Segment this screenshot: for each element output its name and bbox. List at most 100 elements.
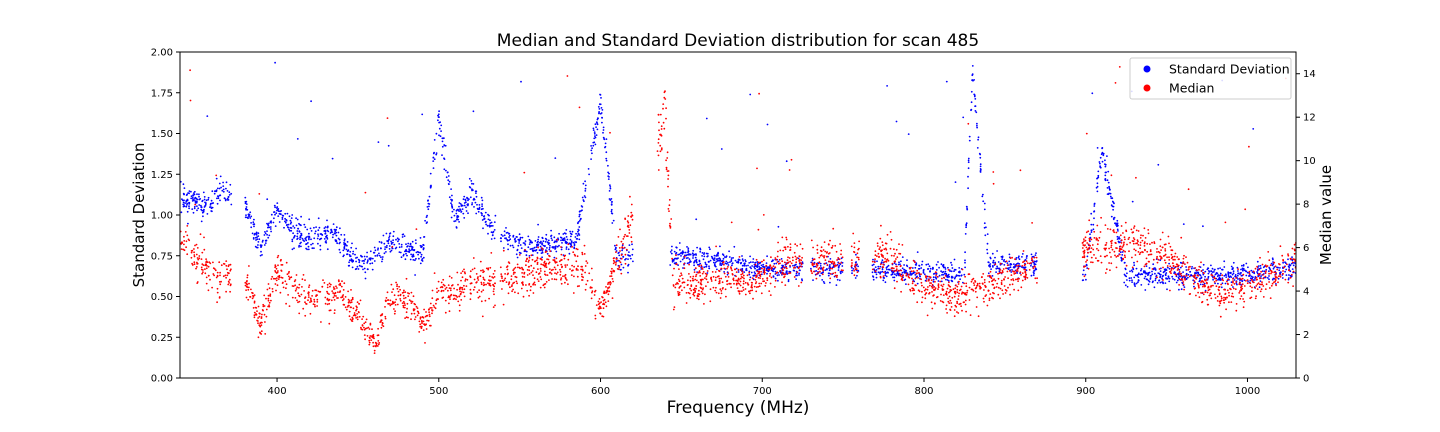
data-point bbox=[425, 328, 428, 330]
data-point bbox=[785, 263, 788, 265]
data-point bbox=[1178, 271, 1181, 273]
data-point bbox=[323, 227, 326, 230]
data-point bbox=[499, 266, 502, 269]
data-point bbox=[891, 269, 894, 272]
data-point bbox=[919, 275, 921, 278]
data-point bbox=[874, 254, 877, 257]
data-point bbox=[983, 202, 986, 205]
data-point bbox=[970, 109, 972, 112]
data-point bbox=[458, 205, 460, 208]
data-point bbox=[756, 265, 758, 268]
data-point bbox=[244, 196, 247, 199]
data-point bbox=[719, 297, 722, 299]
data-point bbox=[560, 239, 562, 242]
data-point bbox=[1133, 248, 1136, 251]
data-point bbox=[1104, 165, 1107, 168]
data-point bbox=[368, 343, 371, 346]
data-point bbox=[801, 278, 803, 281]
data-point bbox=[518, 233, 521, 236]
data-point bbox=[471, 202, 474, 204]
data-point bbox=[974, 98, 977, 100]
data-point bbox=[982, 297, 985, 300]
data-point bbox=[199, 233, 202, 236]
data-point bbox=[1262, 274, 1264, 276]
data-point bbox=[285, 219, 288, 222]
data-point bbox=[882, 279, 885, 282]
data-point bbox=[1202, 293, 1205, 296]
data-point bbox=[528, 294, 530, 297]
data-point bbox=[602, 131, 604, 134]
data-point bbox=[473, 278, 476, 281]
data-point bbox=[1100, 216, 1102, 219]
data-point bbox=[999, 262, 1002, 265]
data-point bbox=[721, 259, 724, 262]
data-point bbox=[278, 212, 281, 215]
data-point bbox=[493, 229, 496, 231]
data-point bbox=[1258, 273, 1260, 275]
data-point bbox=[1261, 270, 1264, 272]
data-point bbox=[1142, 234, 1144, 237]
data-point bbox=[491, 225, 494, 227]
data-point bbox=[200, 220, 203, 223]
data-point bbox=[957, 295, 960, 297]
data-point bbox=[482, 284, 485, 287]
data-point bbox=[290, 217, 293, 220]
data-point bbox=[513, 238, 516, 241]
data-point bbox=[1170, 272, 1172, 275]
data-point bbox=[1195, 294, 1197, 297]
data-point bbox=[249, 217, 252, 219]
data-point bbox=[1105, 242, 1108, 244]
data-point bbox=[754, 278, 757, 281]
data-point bbox=[275, 267, 278, 270]
data-point bbox=[404, 291, 407, 293]
data-point bbox=[1123, 261, 1126, 264]
data-point bbox=[1240, 268, 1242, 271]
data-point bbox=[936, 275, 939, 278]
data-point bbox=[997, 261, 1000, 263]
data-point bbox=[270, 221, 272, 224]
data-point bbox=[948, 302, 951, 304]
data-point bbox=[186, 198, 189, 201]
data-point bbox=[554, 268, 557, 271]
data-point bbox=[364, 277, 367, 280]
data-point bbox=[1089, 251, 1092, 254]
data-point bbox=[1156, 255, 1158, 258]
data-point bbox=[332, 233, 334, 236]
data-point bbox=[812, 279, 814, 281]
data-point bbox=[198, 255, 201, 257]
data-point bbox=[532, 267, 535, 270]
data-point bbox=[1011, 269, 1013, 271]
data-point bbox=[205, 199, 208, 202]
data-point bbox=[247, 288, 250, 291]
data-point bbox=[749, 292, 751, 295]
data-point bbox=[581, 196, 584, 199]
data-point bbox=[1224, 221, 1227, 224]
data-point bbox=[1202, 225, 1204, 228]
data-point bbox=[679, 252, 682, 255]
data-point bbox=[690, 285, 693, 288]
data-point bbox=[1111, 239, 1113, 242]
data-point bbox=[694, 278, 697, 281]
data-point bbox=[988, 281, 991, 283]
data-point bbox=[1258, 286, 1261, 289]
data-point bbox=[1190, 267, 1193, 270]
data-point bbox=[534, 283, 536, 286]
data-point bbox=[701, 292, 704, 295]
data-point bbox=[1291, 268, 1294, 270]
data-point bbox=[1227, 275, 1230, 278]
data-point bbox=[402, 306, 405, 309]
data-point bbox=[569, 230, 571, 233]
data-point bbox=[349, 255, 351, 258]
data-point bbox=[1157, 163, 1160, 166]
data-point bbox=[1124, 256, 1126, 259]
data-point bbox=[326, 303, 329, 306]
data-point bbox=[343, 247, 346, 249]
data-point bbox=[896, 272, 898, 275]
data-point bbox=[369, 335, 372, 337]
data-point bbox=[1035, 256, 1038, 259]
data-point bbox=[1114, 241, 1117, 244]
data-point bbox=[1242, 273, 1245, 276]
data-point bbox=[691, 252, 694, 255]
data-point bbox=[922, 286, 925, 289]
data-point bbox=[585, 283, 588, 286]
